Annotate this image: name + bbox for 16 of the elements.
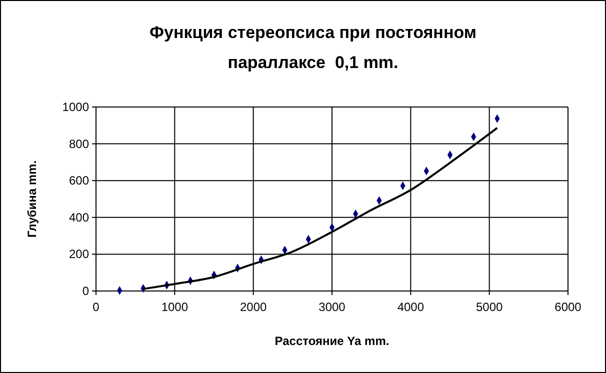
x-tick-label: 3000 xyxy=(318,300,346,314)
y-tick-label: 800 xyxy=(68,136,90,151)
x-tick-label: 4000 xyxy=(397,300,424,314)
y-tick-label: 200 xyxy=(68,247,90,262)
x-tick-label: 5000 xyxy=(476,300,504,314)
x-tick-label: 6000 xyxy=(554,300,582,314)
y-tick-label: 600 xyxy=(68,174,90,188)
y-axis-title: Глубина mm. xyxy=(25,160,39,238)
x-tick-label: 2000 xyxy=(240,300,268,314)
x-tick-label: 1000 xyxy=(161,300,188,314)
chart-title: Функция стереопсиса при постоянном параллаксе 0,1 mm. xyxy=(150,23,476,72)
y-tick-label: 1000 xyxy=(62,100,90,114)
y-tick-label: 0 xyxy=(82,284,90,298)
x-axis-title: Расстояние Ya mm. xyxy=(274,334,390,348)
y-tick-label: 400 xyxy=(68,210,90,224)
x-tick-label: 0 xyxy=(92,300,100,314)
